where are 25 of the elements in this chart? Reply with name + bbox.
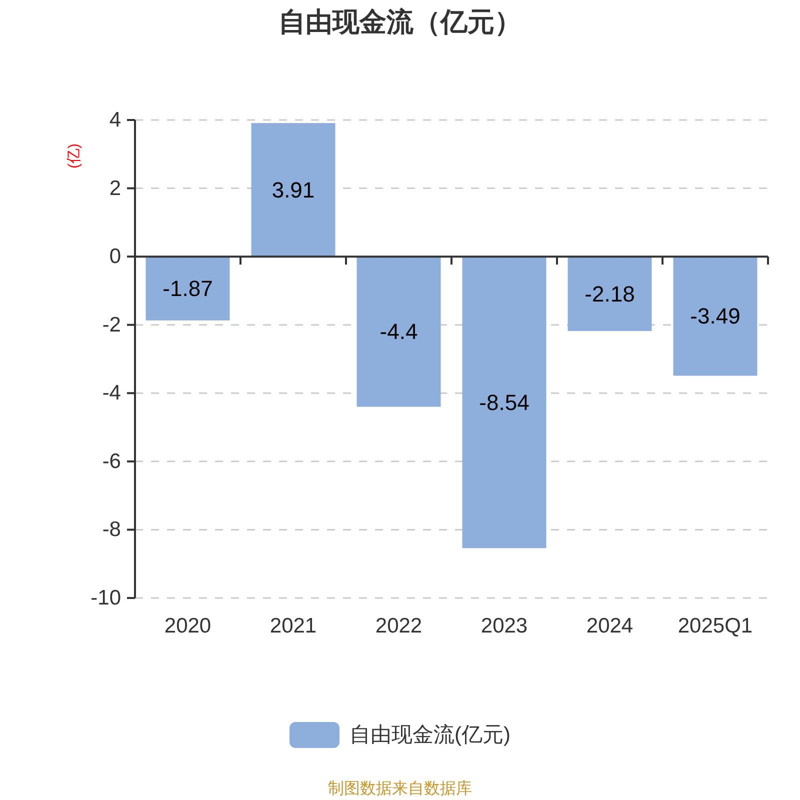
y-tick-label: -8 bbox=[102, 518, 121, 542]
y-tick-label: 4 bbox=[109, 108, 122, 132]
legend: 自由现金流(亿元) bbox=[290, 722, 510, 748]
chart-title: 自由现金流（亿元） bbox=[278, 7, 522, 37]
data-label: -2.18 bbox=[584, 281, 635, 306]
x-tick-label: 2024 bbox=[586, 614, 634, 638]
data-label: -8.54 bbox=[479, 390, 530, 415]
data-label: -1.87 bbox=[162, 276, 213, 301]
x-tick-label: 2025Q1 bbox=[678, 614, 753, 638]
legend-label: 自由现金流(亿元) bbox=[350, 724, 510, 746]
y-tick-label: 0 bbox=[109, 245, 121, 268]
x-tick-label: 2021 bbox=[270, 614, 317, 638]
y-tick-label: -2 bbox=[102, 313, 121, 336]
y-tick-label: -4 bbox=[102, 382, 122, 405]
y-tick-label: -6 bbox=[102, 450, 121, 473]
data-label: -3.49 bbox=[690, 304, 740, 329]
y-axis-title: (亿) bbox=[66, 144, 82, 168]
text: 制图数据来自数据库 bbox=[328, 780, 472, 798]
x-tick-label: 2022 bbox=[375, 614, 422, 638]
data-label: 3.91 bbox=[272, 177, 315, 202]
x-tick-label: 2023 bbox=[480, 614, 528, 638]
y-tick-label: -10 bbox=[90, 586, 121, 610]
x-tick-label: 2020 bbox=[164, 614, 212, 638]
y-tick-label: 2 bbox=[109, 176, 121, 200]
data-label: -4.4 bbox=[380, 319, 418, 344]
